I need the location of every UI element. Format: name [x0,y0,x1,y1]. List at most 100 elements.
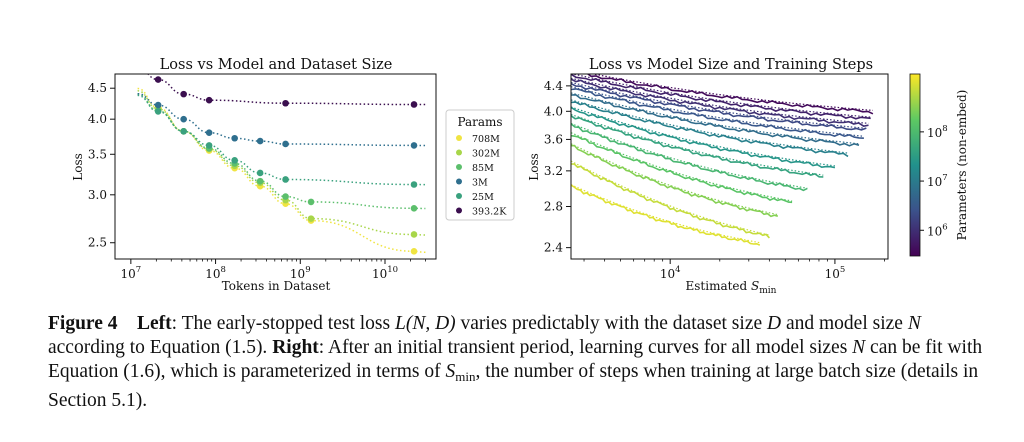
right-learning-curve-150000000 [571,134,793,204]
colorbar-tick-label-0: 106 [927,222,948,238]
figure-panels: Loss vs Model and Dataset Size 107 108 109… [71,57,969,296]
caption-right-math-sub: min [455,369,476,384]
legend-label-708M: 708M [472,134,500,145]
left-point-393.2K [410,101,418,108]
caption-left-text-d: according to Equation (1.5). [48,337,273,358]
caption-left-label: Left [137,313,172,334]
caption-left-text-c: and model size [781,313,908,334]
right-learning-curve-2000000 [571,82,867,131]
caption-right-label: Right [272,337,319,358]
left-point-25M [180,127,187,135]
left-fit-curve-85M [137,93,426,210]
colorbar: 106 107 108 Parameters (non-embed) [909,73,969,257]
caption-right-text-c: , the number of steps when training at l… [48,361,979,411]
right-fit-curve-302000000 [571,143,778,216]
colorbar-tick-label-1: 107 [927,173,948,189]
legend-label-3M: 3M [472,178,488,189]
left-legend: Params 708M 302M 85M 3M 25M 393.2K [445,109,515,221]
left-point-25M [205,142,213,149]
left-point-3M [180,115,187,123]
left-point-25M [256,169,264,177]
right-learning-curve-302000000 [571,144,779,218]
left-point-85M [282,193,289,200]
left-point-25M [154,108,162,115]
caption-right-math-a: N [852,337,866,358]
legend-marker-302M [456,149,462,156]
right-learning-curve-85000000 [571,123,808,192]
left-point-302M [307,215,315,222]
right-fit-curve-1000000000 [571,184,760,244]
right-x-axis-label: Estimated Smin [686,279,777,296]
legend-marker-85M [456,164,462,170]
left-y-tick-label-3: 4.0 [88,112,107,126]
left-point-25M [282,176,289,183]
caption-right-text-b: can be fit with Equation (1.6), which is… [48,337,983,382]
legend-box [445,109,515,221]
right-plot-frame [570,73,889,260]
colorbar-tick-label-2: 108 [927,124,948,140]
caption-figure-label: Figure 4 [48,313,118,334]
left-x-tick-label-0: 107 [120,265,141,281]
caption-left-text-b: varies predictably with the dataset size [455,313,767,334]
legend-label-85M: 85M [472,163,494,174]
right-y-tick-label-1: 2.8 [544,199,563,213]
left-y-axis-label: Loss [71,153,85,181]
legend-label-25M: 25M [472,192,494,203]
legend-marker-393.2K [456,207,462,214]
colorbar-label: Parameters (non-embed) [955,90,969,241]
left-point-393.2K [282,99,289,107]
caption-left-text-a: : The early-stopped test loss [171,313,395,334]
right-y-tick-label-5: 4.4 [544,79,563,93]
right-y-tick-label-4: 4.0 [544,104,563,118]
left-y-tick-label-1: 3.0 [88,188,107,202]
right-y-axis-label: Loss [527,153,541,181]
right-fit-curve-3000000 [571,86,864,137]
right-chart-title: Loss vs Model Size and Training Steps [589,57,873,73]
left-y-tick-label-2: 3.5 [88,147,107,161]
figure-caption: Figure 4 Left: The early-stopped test lo… [48,312,988,413]
right-fit-curve-25000000 [571,106,835,167]
left-point-25M [410,181,418,188]
left-chart: Loss vs Model and Dataset Size 107 108 109… [71,57,515,293]
legend-marker-708M [456,135,462,141]
left-fit-curve-302M [137,90,426,236]
right-x-axis-label-sub: min [759,286,776,296]
left-point-3M [256,137,264,145]
legend-label-302M: 302M [472,149,500,160]
left-x-tick-label-1: 108 [205,265,226,281]
left-point-393.2K [205,96,213,104]
legend-marker-3M [456,178,462,185]
left-point-3M [205,129,213,136]
legend-label-393.2K: 393.2K [472,207,507,218]
left-point-3M [282,140,289,148]
colorbar-gradient [909,73,921,257]
right-learning-curve-6000000 [571,93,860,147]
left-point-25M [231,157,238,164]
caption-left-math-b: D [767,313,782,334]
left-point-708M [410,247,418,255]
right-fit-curve-708000000 [571,160,770,236]
right-fit-curve-42000000 [571,113,824,176]
right-y-tick-label-0: 2.4 [544,241,563,255]
left-fit-curve-3M [137,92,426,147]
right-learning-curve-3000000 [571,88,864,139]
right-learning-curve-1000000 [571,78,869,127]
right-fit-curve-1000000 [571,77,869,124]
right-learning-curve-708000000 [571,163,770,239]
left-fit-curve-25M [137,94,426,186]
left-y-tick-label-0: 2.5 [88,236,107,250]
right-x-axis-label-math: S [751,279,759,293]
left-y-tick-label-4: 4.5 [88,81,107,95]
right-learning-curve-1000000000 [571,184,761,246]
right-fit-curve-2000000 [571,81,867,129]
legend-marker-25M [456,193,462,199]
left-point-393.2K [180,90,187,98]
left-point-3M [410,142,418,149]
caption-left-math-c: N [907,313,921,334]
left-point-3M [154,101,162,109]
left-x-tick-label-3: 1010 [372,265,398,281]
right-learning-curve-42000000 [571,115,824,178]
legend-title: Params [457,115,502,129]
right-y-tick-label-2: 3.2 [544,164,563,178]
left-x-axis-label: Tokens in Dataset [222,279,331,293]
